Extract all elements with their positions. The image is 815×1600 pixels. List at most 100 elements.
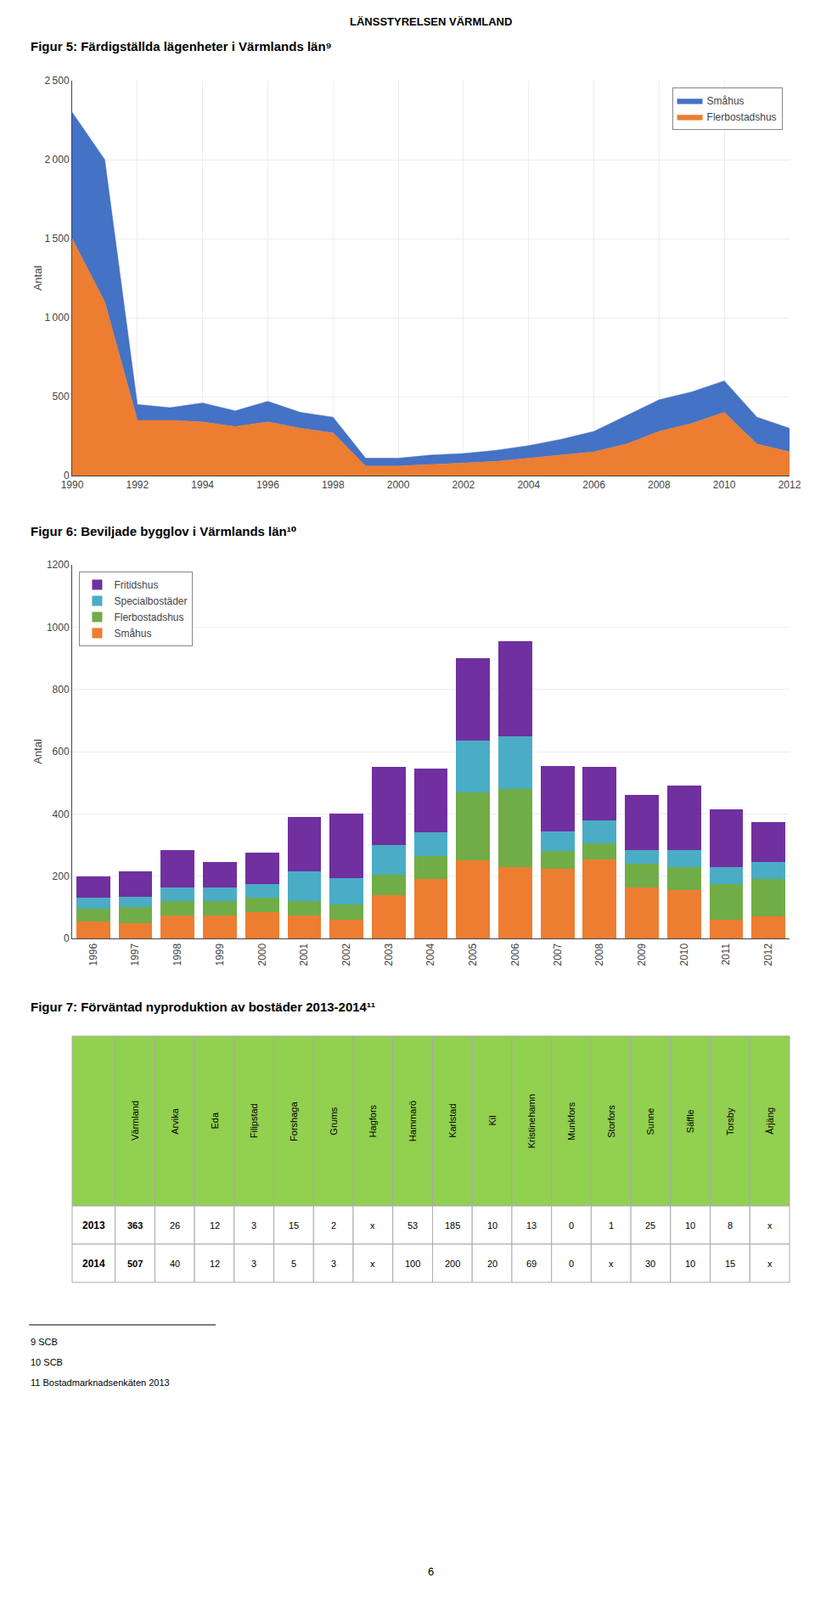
svg-text:Forshaga: Forshaga (288, 1101, 299, 1141)
svg-text:Grums: Grums (328, 1106, 339, 1136)
svg-text:13: 13 (526, 1219, 537, 1231)
svg-text:x: x (608, 1258, 614, 1269)
svg-text:LÄNSSTYRELSEN VÄRMLAND: LÄNSSTYRELSEN VÄRMLAND (349, 15, 512, 29)
svg-text:Småhus: Småhus (113, 627, 152, 640)
svg-text:Flerbostadshus: Flerbostadshus (707, 111, 777, 124)
svg-text:2002: 2002 (452, 478, 476, 491)
svg-text:3: 3 (331, 1258, 337, 1269)
svg-text:Figur 5: Färdigställda lägenhe: Figur 5: Färdigställda lägenheter i Värm… (30, 39, 332, 54)
svg-text:6: 6 (427, 1564, 434, 1578)
svg-text:2011: 2011 (719, 942, 732, 965)
svg-text:Flerbostadshus: Flerbostadshus (113, 611, 184, 624)
svg-text:0: 0 (568, 1258, 574, 1269)
svg-text:12: 12 (209, 1258, 220, 1269)
svg-text:8: 8 (727, 1219, 733, 1231)
svg-text:507: 507 (127, 1258, 143, 1269)
svg-text:1 000: 1 000 (44, 311, 69, 324)
svg-text:2008: 2008 (647, 478, 671, 491)
svg-text:Antal: Antal (31, 738, 45, 765)
svg-text:363: 363 (127, 1219, 143, 1231)
svg-text:100: 100 (404, 1258, 421, 1269)
svg-text:2014: 2014 (82, 1257, 106, 1270)
svg-text:x: x (370, 1258, 376, 1269)
svg-text:2007: 2007 (551, 942, 564, 966)
svg-text:2000: 2000 (387, 478, 411, 491)
svg-text:2012: 2012 (762, 942, 775, 966)
svg-text:2001: 2001 (297, 942, 310, 966)
svg-text:2010: 2010 (713, 478, 737, 491)
svg-text:500: 500 (52, 390, 70, 403)
svg-text:2 500: 2 500 (44, 74, 69, 87)
svg-text:Torsby: Torsby (725, 1107, 736, 1136)
svg-text:2000: 2000 (256, 942, 269, 966)
svg-text:1 500: 1 500 (44, 232, 69, 245)
svg-text:200: 200 (52, 870, 70, 883)
svg-text:2010: 2010 (678, 942, 691, 966)
svg-text:Fritidshus: Fritidshus (113, 578, 158, 591)
svg-text:3: 3 (251, 1219, 257, 1231)
svg-text:20: 20 (487, 1258, 498, 1269)
svg-text:Årjäng: Årjäng (764, 1107, 776, 1135)
svg-text:1990: 1990 (61, 478, 85, 491)
svg-text:Kil: Kil (487, 1114, 498, 1125)
svg-text:Säffle: Säffle (685, 1108, 696, 1133)
svg-text:10: 10 (685, 1219, 696, 1231)
svg-text:1992: 1992 (125, 478, 149, 491)
svg-text:x: x (370, 1219, 376, 1231)
svg-text:Hammarö: Hammarö (407, 1100, 418, 1141)
svg-text:1998: 1998 (321, 478, 345, 491)
svg-text:400: 400 (52, 808, 70, 821)
svg-text:1000: 1000 (46, 621, 70, 634)
svg-text:10 SCB: 10 SCB (30, 1356, 63, 1367)
svg-text:12: 12 (209, 1219, 220, 1231)
svg-text:Storfors: Storfors (606, 1104, 617, 1138)
svg-text:Specialbostäder: Specialbostäder (113, 595, 187, 608)
svg-text:2: 2 (331, 1219, 337, 1231)
svg-text:Eda: Eda (209, 1111, 220, 1129)
svg-text:Hagfors: Hagfors (367, 1103, 378, 1137)
svg-text:Arvika: Arvika (169, 1107, 180, 1134)
svg-text:Figur 7: Förväntad nyproduktio: Figur 7: Förväntad nyproduktion av bostä… (30, 999, 376, 1014)
svg-text:26: 26 (169, 1219, 180, 1231)
svg-text:2006: 2006 (582, 478, 606, 491)
svg-text:0: 0 (568, 1219, 574, 1231)
svg-text:1: 1 (608, 1219, 614, 1231)
svg-text:10: 10 (685, 1258, 696, 1269)
svg-text:1996: 1996 (87, 942, 100, 966)
svg-text:800: 800 (52, 683, 70, 696)
svg-text:30: 30 (645, 1258, 656, 1269)
svg-text:1994: 1994 (191, 478, 214, 491)
svg-text:3: 3 (251, 1258, 257, 1269)
svg-text:0: 0 (63, 469, 70, 482)
svg-text:9 SCB: 9 SCB (30, 1336, 58, 1347)
svg-text:2003: 2003 (382, 942, 395, 966)
svg-text:53: 53 (407, 1219, 418, 1231)
svg-text:5: 5 (291, 1258, 297, 1269)
svg-text:Småhus: Småhus (707, 95, 745, 107)
svg-text:Figur 6: Beviljade bygglov i V: Figur 6: Beviljade bygglov i Värmlands l… (30, 523, 297, 539)
svg-text:2 000: 2 000 (44, 153, 69, 166)
svg-text:15: 15 (725, 1258, 736, 1269)
svg-text:Värmland: Värmland (129, 1100, 141, 1141)
svg-text:69: 69 (526, 1258, 537, 1269)
svg-text:1999: 1999 (213, 942, 226, 966)
svg-text:2013: 2013 (82, 1219, 106, 1231)
svg-text:1997: 1997 (129, 942, 141, 966)
svg-text:2012: 2012 (778, 478, 802, 491)
svg-text:Munkfors: Munkfors (566, 1101, 577, 1141)
svg-text:1200: 1200 (46, 558, 70, 571)
svg-text:25: 25 (645, 1219, 656, 1231)
svg-text:600: 600 (52, 745, 70, 758)
svg-text:2009: 2009 (635, 942, 648, 966)
svg-text:10: 10 (487, 1219, 498, 1231)
svg-text:200: 200 (444, 1258, 461, 1269)
svg-text:Karlstad: Karlstad (447, 1102, 458, 1137)
svg-text:2006: 2006 (509, 942, 522, 966)
svg-text:2005: 2005 (466, 942, 479, 966)
svg-text:x: x (767, 1258, 773, 1269)
svg-text:Filipstad: Filipstad (248, 1102, 259, 1138)
svg-text:11 Bostadmarknadsenkäten 2013: 11 Bostadmarknadsenkäten 2013 (30, 1377, 170, 1388)
svg-text:15: 15 (288, 1219, 299, 1231)
svg-text:1996: 1996 (256, 478, 280, 491)
svg-text:185: 185 (444, 1219, 461, 1231)
